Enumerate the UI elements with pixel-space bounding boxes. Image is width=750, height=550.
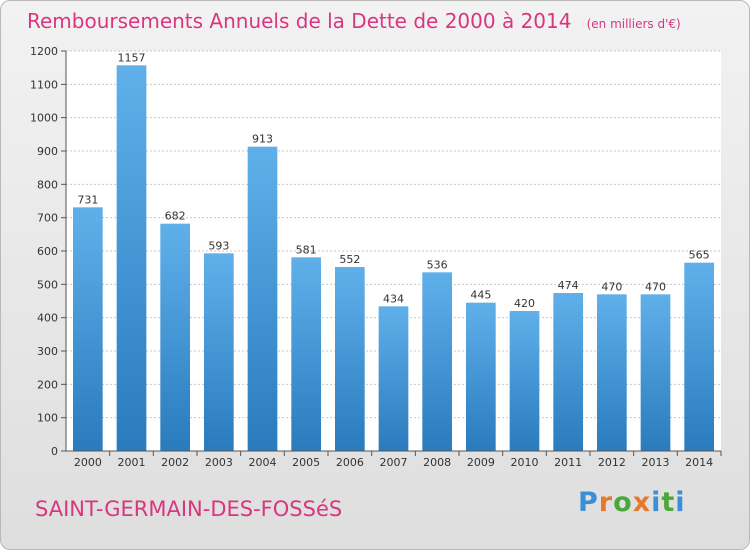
y-tick-label: 700 (37, 212, 58, 225)
bar-2007 (378, 306, 409, 451)
bar-2004 (247, 146, 278, 451)
x-tick-label-2007: 2007 (380, 456, 408, 469)
value-label-2007: 434 (383, 292, 404, 305)
logo-letter: o (613, 487, 633, 518)
bar-2011 (553, 293, 584, 451)
commune-name: SAINT-GERMAIN-DES-FOSSéS (35, 497, 343, 521)
bar-2012 (596, 294, 627, 451)
y-axis: 0 100 200 300 400 500 600 700 800 900 1000 1100 1200 (30, 45, 67, 458)
x-tick-label-2014: 2014 (685, 456, 713, 469)
value-label-2004: 913 (252, 133, 273, 146)
value-label-2011: 474 (558, 279, 579, 292)
value-label-2010: 420 (514, 297, 535, 310)
x-tick-label-2006: 2006 (336, 456, 364, 469)
y-tick-label: 100 (37, 412, 58, 425)
x-tick-label-2002: 2002 (161, 456, 189, 469)
logo-letter: i (651, 487, 662, 518)
value-label-2012: 470 (601, 280, 622, 293)
bar-2003 (203, 253, 234, 451)
value-label-2009: 445 (470, 289, 491, 302)
value-label-2013: 470 (645, 280, 666, 293)
value-labels: 731 1157 682 593 913 581 552 434 536 445 420 474 470… (77, 51, 709, 310)
bar-2013 (640, 294, 671, 451)
bar-2010 (509, 311, 540, 451)
bar-2009 (465, 302, 496, 451)
x-tick-label-2009: 2009 (467, 456, 495, 469)
x-tick-label-2013: 2013 (642, 456, 670, 469)
x-tick-label-2012: 2012 (598, 456, 626, 469)
x-tick-label-2008: 2008 (423, 456, 451, 469)
logo-letter: t (661, 487, 676, 518)
value-label-2001: 1157 (118, 51, 146, 64)
x-tick-label-2003: 2003 (205, 456, 233, 469)
x-tick-label-2000: 2000 (74, 456, 102, 469)
proxiti-logo[interactable]: Proxiti (578, 487, 686, 518)
bar-2005 (291, 257, 322, 451)
chart-title: Remboursements Annuels de la Dette de 20… (27, 9, 572, 33)
y-tick-label: 0 (51, 445, 58, 458)
value-label-2000: 731 (77, 193, 98, 206)
bar-2008 (422, 272, 453, 451)
bar-2001 (116, 65, 147, 451)
logo-letter: i (675, 487, 686, 518)
y-tick-label: 1200 (30, 45, 58, 58)
logo-letter: P (578, 487, 599, 518)
bar-2000 (72, 207, 103, 451)
title-row: Remboursements Annuels de la Dette de 20… (27, 9, 681, 33)
y-tick-label: 1000 (30, 112, 58, 125)
value-label-2014: 565 (689, 249, 710, 262)
logo-letter: x (632, 487, 652, 518)
y-tick-label: 600 (37, 245, 58, 258)
bar-2006 (334, 267, 365, 451)
y-tick-label: 900 (37, 145, 58, 158)
y-tick-label: 400 (37, 312, 58, 325)
value-label-2005: 581 (296, 243, 317, 256)
x-tick-label-2005: 2005 (292, 456, 320, 469)
value-label-2003: 593 (208, 239, 229, 252)
bar-2002 (160, 223, 191, 451)
bar-2014 (684, 262, 715, 451)
y-tick-label: 1100 (30, 78, 58, 91)
y-tick-label: 200 (37, 378, 58, 391)
bars (72, 65, 715, 451)
x-tick-label-2011: 2011 (554, 456, 582, 469)
x-tick-label-2004: 2004 (249, 456, 277, 469)
x-tick-label-2010: 2010 (511, 456, 539, 469)
y-tick-label: 300 (37, 345, 58, 358)
value-label-2008: 536 (427, 258, 448, 271)
logo-letter: r (598, 487, 614, 518)
x-axis: 2000 2001 2002 2003 2004 2005 2006 2007 2008 2009… (66, 450, 722, 469)
y-tick-label: 800 (37, 178, 58, 191)
unit-note: (en milliers d'€) (586, 17, 681, 31)
y-tick-label: 500 (37, 278, 58, 291)
x-tick-label-2001: 2001 (118, 456, 146, 469)
value-label-2006: 552 (339, 253, 360, 266)
value-label-2002: 682 (165, 210, 186, 223)
